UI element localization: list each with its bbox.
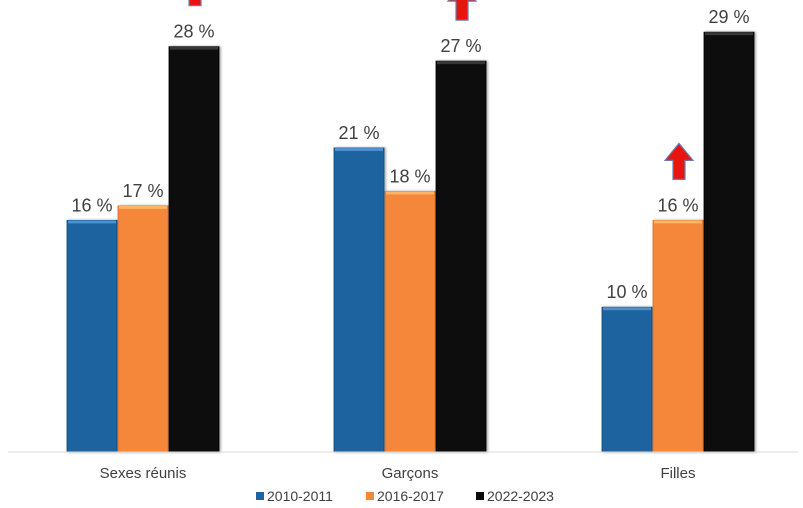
bar-bevel-sexes-reunis-2016-2017 (119, 205, 167, 209)
data-label-sexes-reunis-2016-2017: 17 % (122, 181, 163, 201)
bar-bevel-garcons-2022-2023 (437, 61, 485, 65)
category-labels-layer: Sexes réunis Garçons Filles (100, 465, 696, 482)
bar-garcons-2016-2017 (384, 191, 436, 453)
bar-garcons-2010-2011 (333, 147, 385, 453)
data-label-filles-2022-2023: 29 % (708, 7, 749, 27)
category-label-garcons: Garçons (382, 465, 439, 482)
legend-swatch-2022-2023 (476, 492, 484, 500)
bars-layer (66, 31, 755, 453)
data-label-filles-2010-2011: 10 % (606, 282, 647, 302)
up-arrow-icon (188, 0, 202, 7)
bar-sexes-reunis-2016-2017 (117, 205, 169, 453)
category-label-filles: Filles (660, 465, 695, 482)
data-label-sexes-reunis-2010-2011: 16 % (71, 195, 112, 215)
legend-label-2010-2011: 2010-2011 (267, 488, 333, 504)
bar-filles-2022-2023 (703, 31, 755, 453)
legend: 2010-2011 2016-2017 2022-2023 (256, 488, 554, 504)
data-label-garcons-2016-2017: 18 % (389, 166, 430, 186)
bar-bevel-garcons-2010-2011 (335, 147, 383, 151)
category-label-sexes-reunis: Sexes réunis (100, 465, 187, 482)
bar-sexes-reunis-2022-2023 (168, 46, 220, 453)
bar-bevel-filles-2016-2017 (654, 220, 702, 224)
bar-sexes-reunis-2010-2011 (66, 219, 118, 453)
bar-bevel-garcons-2016-2017 (386, 191, 434, 195)
bar-bevel-sexes-reunis-2022-2023 (170, 46, 218, 50)
bar-garcons-2022-2023 (435, 60, 487, 453)
annotation-arrows-layer (188, 0, 695, 180)
data-labels-layer: 16 % 17 % 28 % 21 % 18 % 27 % 10 % 16 % 29 % (71, 7, 749, 302)
data-label-garcons-2010-2011: 21 % (338, 123, 379, 143)
legend-swatch-2010-2011 (256, 492, 264, 500)
data-label-filles-2016-2017: 16 % (657, 195, 698, 215)
data-label-garcons-2022-2023: 27 % (440, 36, 481, 56)
data-label-sexes-reunis-2022-2023: 28 % (173, 22, 214, 42)
bar-bevel-filles-2022-2023 (705, 32, 753, 36)
up-arrow-icon (663, 142, 695, 180)
up-arrow-icon (446, 0, 478, 21)
bar-bevel-sexes-reunis-2010-2011 (68, 220, 116, 224)
bar-filles-2016-2017 (652, 219, 704, 453)
bar-filles-2010-2011 (601, 306, 653, 453)
legend-label-2016-2017: 2016-2017 (377, 488, 444, 504)
legend-label-2022-2023: 2022-2023 (487, 488, 554, 504)
bar-bevel-filles-2010-2011 (603, 307, 651, 311)
legend-swatch-2016-2017 (366, 492, 374, 500)
